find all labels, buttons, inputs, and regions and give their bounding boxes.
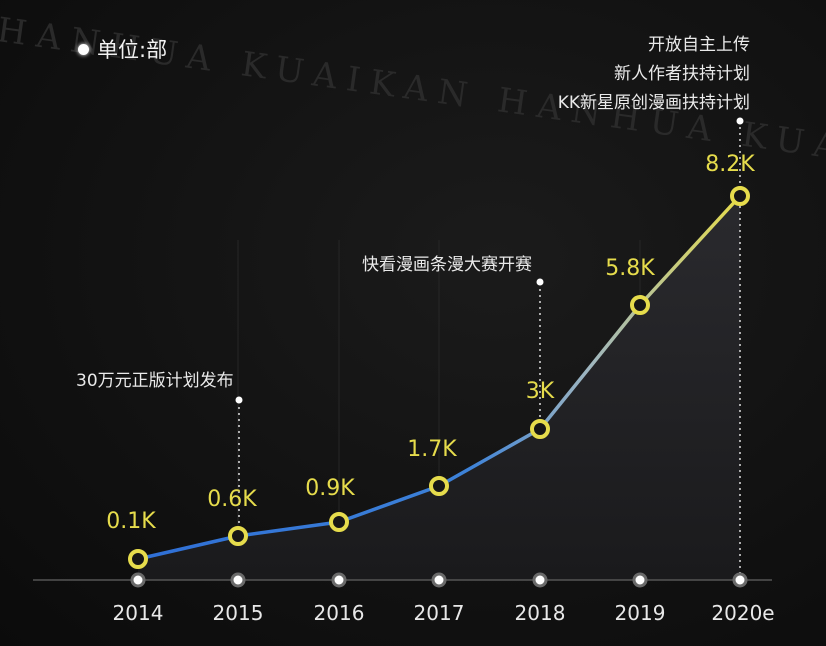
annotation-2020-line1: 开放自主上传 [648, 35, 750, 55]
annotation-2020-line2: 新人作者扶持计划 [614, 64, 750, 84]
x-label-2019: 2019 [614, 601, 666, 625]
x-label-2018: 2018 [514, 601, 566, 625]
value-label-2015: 0.6K [207, 487, 257, 512]
x-label-2020e: 2020e [711, 601, 775, 625]
value-label-2014: 0.1K [106, 509, 156, 534]
annotation-2020: 开放自主上传 新人作者扶持计划 KK新星原创漫画扶持计划 [558, 31, 750, 118]
value-label-2018: 3K [525, 379, 555, 404]
annotation-2018: 快看漫画条漫大赛开赛 [362, 255, 532, 275]
value-label-2016: 0.9K [305, 476, 355, 501]
unit-legend: 单位:部 [78, 34, 167, 64]
annotation-leaders [238, 121, 741, 575]
value-label-2020e: 8.2K [705, 152, 755, 177]
annotation-2020-line3: KK新星原创漫画扶持计划 [557, 93, 750, 113]
x-label-2016: 2016 [313, 601, 365, 625]
unit-label: 单位:部 [97, 38, 168, 62]
x-label-2015: 2015 [212, 601, 264, 625]
value-label-2019: 5.8K [605, 256, 655, 281]
axis-ticks [130, 572, 748, 588]
x-label-2014: 2014 [112, 601, 164, 625]
annotation-dots [235, 117, 744, 404]
area-fill [138, 196, 740, 580]
annotation-2015: 30万元正版计划发布 [76, 371, 234, 391]
x-label-2017: 2017 [413, 601, 465, 625]
bullet-icon [78, 43, 89, 55]
data-markers [128, 186, 750, 569]
value-label-2017: 1.7K [407, 437, 457, 462]
